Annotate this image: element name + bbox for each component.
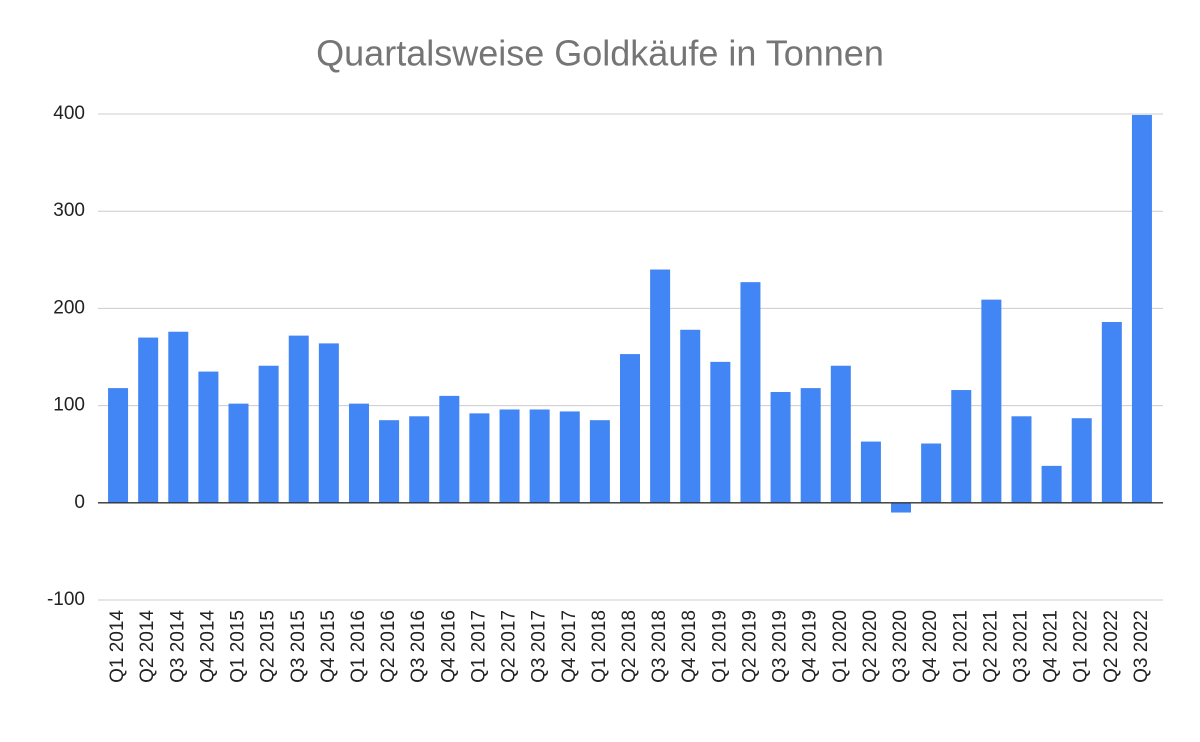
bar	[830, 365, 851, 503]
x-tick-label: Q2 2015	[258, 610, 279, 683]
x-tick-label: Q4 2019	[800, 610, 821, 683]
bar	[650, 269, 671, 503]
x-tick-label: Q3 2022	[1131, 610, 1152, 683]
x-tick-label: Q1 2018	[589, 610, 610, 683]
bar	[168, 331, 189, 503]
x-tick-label: Q3 2021	[1011, 610, 1032, 683]
bar	[108, 388, 129, 503]
x-tick-label: Q2 2016	[378, 610, 399, 683]
bar	[770, 391, 791, 503]
bar	[800, 388, 821, 503]
chart-title: Quartalsweise Goldkäufe in Tonnen	[316, 33, 884, 74]
bar	[228, 403, 249, 503]
bar	[1071, 418, 1092, 503]
bar	[379, 420, 400, 503]
bar	[439, 395, 460, 503]
x-tick-label: Q2 2017	[499, 610, 520, 683]
x-tick-label: Q4 2018	[679, 610, 700, 683]
bar	[348, 403, 369, 503]
bar	[981, 299, 1002, 503]
x-tick-label: Q3 2018	[649, 610, 670, 683]
x-tick-label: Q2 2014	[137, 610, 158, 683]
x-tick-label: Q4 2014	[197, 610, 218, 683]
x-tick-label: Q3 2019	[770, 610, 791, 683]
bar	[1101, 322, 1122, 503]
x-tick-label: Q4 2016	[438, 610, 459, 683]
bar	[1041, 465, 1062, 503]
bar	[921, 443, 942, 503]
bar	[409, 416, 430, 503]
bar	[891, 502, 912, 513]
x-tick-label: Q2 2019	[739, 610, 760, 683]
bar	[1131, 114, 1152, 503]
x-tick-label: Q3 2016	[408, 610, 429, 683]
x-tick-label: Q1 2022	[1071, 610, 1092, 683]
bar	[469, 413, 490, 503]
bar	[198, 371, 219, 503]
x-tick-label: Q1 2015	[228, 610, 249, 683]
x-tick-label: Q1 2020	[830, 610, 851, 683]
bar	[620, 354, 640, 503]
bar	[710, 361, 731, 503]
bar	[1011, 416, 1032, 503]
bar	[951, 390, 972, 503]
bar	[529, 409, 550, 503]
y-tick-label: -100	[47, 589, 85, 610]
y-tick-label: 300	[53, 200, 85, 221]
x-tick-label: Q4 2017	[559, 610, 580, 683]
x-tick-label: Q4 2015	[318, 610, 339, 683]
bar	[318, 343, 339, 503]
bar	[860, 441, 881, 503]
x-tick-label: Q1 2016	[348, 610, 369, 683]
bar	[740, 282, 761, 503]
x-tick-label: Q2 2020	[860, 610, 881, 683]
bar	[499, 409, 520, 503]
x-tick-label: Q3 2017	[529, 610, 550, 683]
x-tick-label: Q1 2021	[950, 610, 971, 683]
bar	[680, 329, 701, 503]
x-tick-label: Q2 2018	[619, 610, 640, 683]
y-tick-label: 100	[53, 395, 85, 416]
x-tick-label: Q1 2017	[468, 610, 489, 683]
x-tick-label: Q2 2022	[1101, 610, 1122, 683]
x-tick-label: Q2 2021	[980, 610, 1001, 683]
bar	[559, 411, 580, 503]
x-tick-label: Q1 2014	[107, 610, 128, 683]
x-tick-label: Q3 2014	[167, 610, 188, 683]
bar	[589, 420, 610, 503]
x-tick-label: Q4 2020	[920, 610, 941, 683]
x-tick-label: Q1 2019	[709, 610, 730, 683]
x-tick-label: Q3 2020	[890, 610, 911, 683]
bar	[288, 335, 309, 503]
x-tick-label: Q3 2015	[288, 610, 309, 683]
bar	[258, 365, 279, 503]
y-tick-label: 200	[53, 297, 85, 318]
y-tick-label: 0	[74, 492, 85, 513]
y-tick-label: 400	[53, 103, 85, 124]
x-tick-label: Q4 2021	[1041, 610, 1062, 683]
bar	[138, 337, 159, 503]
